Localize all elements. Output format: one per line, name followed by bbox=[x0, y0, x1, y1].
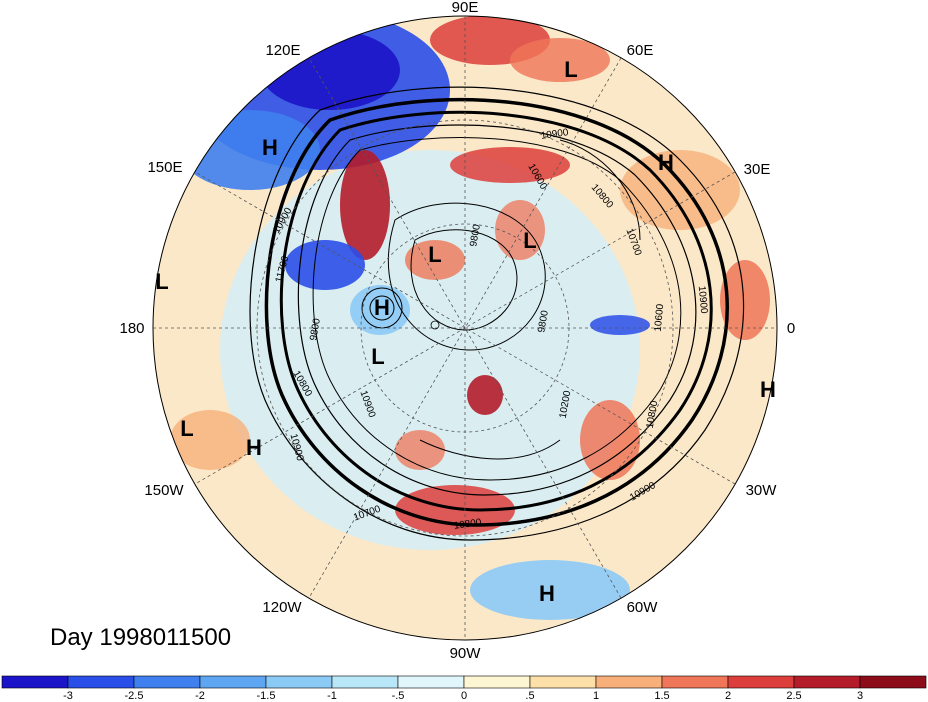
colorbar-tick-label: 1.5 bbox=[654, 690, 669, 702]
contour-label: 10800 bbox=[645, 399, 661, 429]
pressure-center-label: H bbox=[246, 435, 262, 460]
colorbar-swatch bbox=[661, 675, 729, 689]
pressure-center-label: L bbox=[523, 228, 536, 253]
colorbar-tick-label: -2 bbox=[195, 690, 205, 702]
colorbar-swatch bbox=[529, 675, 597, 689]
lon-label-150w: 150W bbox=[144, 482, 184, 499]
lon-label-180: 180 bbox=[119, 320, 144, 337]
pressure-center-label: H bbox=[262, 135, 278, 160]
pressure-center-label: L bbox=[428, 242, 441, 267]
contour-label: 10800 bbox=[453, 517, 483, 532]
pressure-center-label: H bbox=[760, 377, 776, 402]
pole-marker bbox=[430, 320, 440, 330]
lon-label-30e: 30E bbox=[744, 161, 771, 178]
lon-label-90w: 90W bbox=[450, 645, 482, 662]
pressure-center-label: H bbox=[374, 295, 390, 320]
contour-label: 9800 bbox=[536, 309, 551, 333]
lon-label-30w: 30W bbox=[746, 482, 778, 499]
colorbar-tick-label: 0 bbox=[461, 690, 467, 702]
pressure-center-label: L bbox=[564, 57, 577, 82]
graticule bbox=[153, 16, 777, 640]
colorbar-swatch bbox=[859, 675, 927, 689]
colorbar-swatch bbox=[463, 675, 531, 689]
lon-label-120e: 120E bbox=[265, 42, 300, 59]
colorbar-tick-label: 2.5 bbox=[786, 690, 801, 702]
lon-label-120w: 120W bbox=[262, 599, 302, 616]
height-contours bbox=[249, 86, 745, 541]
colorbar-tick-label: -3 bbox=[63, 690, 73, 702]
colorbar-tick-label: 3 bbox=[857, 690, 863, 702]
colorbar-swatch bbox=[199, 675, 267, 689]
colorbar-tick-label: -.5 bbox=[392, 690, 405, 702]
colorbar-swatch bbox=[793, 675, 861, 689]
lon-label-150e: 150E bbox=[147, 159, 182, 176]
lon-label-60w: 60W bbox=[627, 599, 659, 616]
colorbar-tick-label: -2.5 bbox=[125, 690, 144, 702]
colorbar-tick-label: .5 bbox=[525, 690, 534, 702]
colorbar-tick-label: 2 bbox=[725, 690, 731, 702]
contour-label: 9800 bbox=[468, 223, 483, 247]
colorbar-tick-label: -1.5 bbox=[257, 690, 276, 702]
colorbar-swatch bbox=[397, 675, 465, 689]
contour-label: 10900 bbox=[540, 127, 570, 142]
pressure-center-label: L bbox=[155, 269, 168, 294]
lon-label-0: 0 bbox=[787, 320, 795, 337]
pressure-centers: H L H L L H L L H L H H bbox=[155, 57, 776, 606]
pressure-center-label: H bbox=[539, 581, 555, 606]
colorbar-swatch bbox=[727, 675, 795, 689]
contour-label: 10600 bbox=[653, 303, 666, 332]
colorbar: -3 -2.5 -2 -1.5 -1 -.5 0 .5 1 1.5 2 2.5 3 bbox=[1, 675, 927, 702]
contour-label: 10900 bbox=[696, 285, 709, 314]
lon-label-60e: 60E bbox=[627, 42, 654, 59]
pressure-center-label: H bbox=[658, 150, 674, 175]
date-title: Day 1998011500 bbox=[50, 624, 231, 651]
colorbar-swatch bbox=[331, 675, 399, 689]
colorbar-swatch bbox=[265, 675, 333, 689]
colorbar-swatch bbox=[1, 675, 69, 689]
longitude-labels: 90E 60E 30E 0 30W 60W 90W 120W 150W 180 … bbox=[119, 0, 795, 662]
colorbar-tick-label: 1 bbox=[593, 690, 599, 702]
pressure-center-label: L bbox=[180, 416, 193, 441]
colorbar-swatch bbox=[595, 675, 663, 689]
lon-label-90e: 90E bbox=[452, 0, 479, 16]
colorbar-tick-label: -1 bbox=[327, 690, 337, 702]
pressure-center-label: L bbox=[371, 344, 384, 369]
contour-label: 10200 bbox=[558, 389, 574, 419]
colorbar-swatch bbox=[133, 675, 201, 689]
contour-label: 9800 bbox=[308, 317, 323, 341]
colorbar-swatch bbox=[67, 675, 135, 689]
